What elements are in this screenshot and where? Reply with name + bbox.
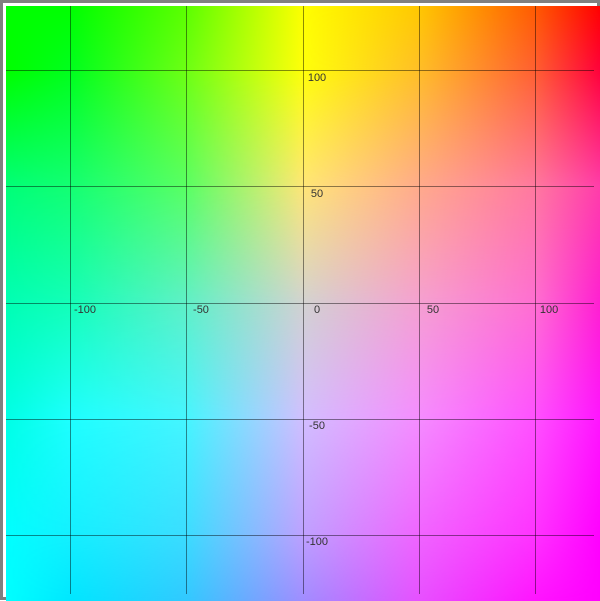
bg-cell (187, 303, 304, 420)
vectorscope-plot: -100 -50 0 50 100 100 50 -50 -100 (6, 6, 594, 594)
bg-cell (535, 419, 600, 536)
grid-h (6, 419, 594, 420)
bg-cell (419, 419, 536, 536)
bg-cell (303, 71, 420, 188)
bg-cell (6, 419, 71, 536)
y-axis-label: 100 (308, 72, 326, 84)
bg-cell (6, 535, 71, 600)
bg-cell (187, 535, 304, 600)
bg-cell (187, 6, 304, 71)
bg-cell (303, 419, 420, 536)
grid-v (186, 6, 187, 594)
bg-cell (71, 187, 188, 304)
x-axis-label: 50 (427, 304, 439, 316)
bg-cell (303, 6, 420, 71)
bg-cell (6, 71, 71, 188)
grid-h (6, 535, 594, 536)
bg-cell (419, 303, 536, 420)
bg-cell (187, 419, 304, 536)
bg-cell (535, 71, 600, 188)
grid-h (6, 70, 594, 71)
y-axis-label: 50 (311, 188, 323, 200)
bg-cell (303, 187, 420, 304)
bg-cell (419, 535, 536, 600)
bg-cell (71, 419, 188, 536)
bg-cell (6, 303, 71, 420)
grid-v (303, 6, 304, 594)
vectorscope-frame: -100 -50 0 50 100 100 50 -50 -100 (0, 0, 600, 600)
x-axis-label: -50 (193, 304, 209, 316)
grid-v (70, 6, 71, 594)
bg-cell (535, 187, 600, 304)
grid-v (535, 6, 536, 594)
bg-cell (71, 535, 188, 600)
bg-cell (71, 6, 188, 71)
bg-cell (6, 187, 71, 304)
x-axis-label: 100 (540, 304, 558, 316)
bg-cell (6, 6, 71, 71)
bg-cell (187, 71, 304, 188)
bg-cell (71, 71, 188, 188)
bg-cell (535, 6, 600, 71)
x-axis-label: 0 (314, 304, 320, 316)
bg-cell (535, 303, 600, 420)
y-axis-label: -50 (309, 420, 325, 432)
bg-cell (419, 187, 536, 304)
bg-cell (419, 6, 536, 71)
y-axis-label: -100 (306, 536, 328, 548)
bg-cell (71, 303, 188, 420)
x-axis-label: -100 (74, 304, 96, 316)
grid-v (419, 6, 420, 594)
bg-cell (187, 187, 304, 304)
bg-cell (303, 303, 420, 420)
bg-cell (535, 535, 600, 600)
bg-cell (419, 71, 536, 188)
grid-h (6, 186, 594, 187)
